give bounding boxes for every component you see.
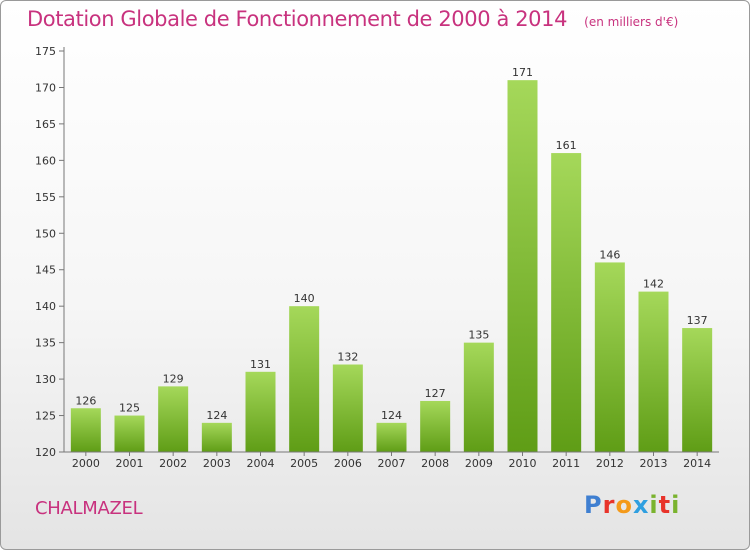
bar-2002 [158, 386, 189, 452]
x-tick-label: 2013 [640, 457, 668, 470]
x-tick-label: 2004 [247, 457, 275, 470]
y-tick-label: 165 [35, 118, 56, 131]
bar-2010 [507, 80, 538, 452]
x-tick-label: 2011 [552, 457, 580, 470]
x-tick-label: 2002 [159, 457, 187, 470]
x-tick-label: 2008 [421, 457, 449, 470]
y-tick-label: 145 [35, 264, 56, 277]
y-tick-label: 120 [35, 446, 56, 459]
bar-value-label: 127 [425, 387, 446, 400]
bar-2000 [70, 408, 101, 452]
bar-value-label: 129 [163, 372, 184, 385]
chart-subtitle: (en milliers d'€) [584, 15, 679, 29]
y-tick-label: 140 [35, 300, 56, 313]
bar-value-label: 140 [294, 292, 315, 305]
x-tick-label: 2007 [378, 457, 406, 470]
bar-value-label: 132 [337, 351, 358, 364]
bar-2014 [682, 328, 713, 452]
bar-value-label: 125 [119, 402, 140, 415]
bar-value-label: 137 [687, 314, 708, 327]
x-tick-label: 2003 [203, 457, 231, 470]
bar-2005 [289, 306, 320, 452]
y-tick-label: 170 [35, 81, 56, 94]
bar-value-label: 124 [206, 409, 227, 422]
bar-2004 [245, 371, 276, 452]
bar-2003 [201, 422, 232, 452]
axes-layer: 2000 2001 2002 2003 2004 2005 2006 2007 2008 2009… [35, 45, 719, 470]
y-tick-label: 125 [35, 410, 56, 423]
x-tick-label: 2006 [334, 457, 362, 470]
bar-value-label: 142 [643, 278, 664, 291]
x-tick-label: 2005 [290, 457, 318, 470]
title-row: Dotation Globale de Fonctionnement de 20… [27, 7, 678, 31]
bar-value-label: 135 [468, 329, 489, 342]
bar-2008 [420, 400, 451, 452]
bar-2007 [376, 422, 407, 452]
bar-2013 [638, 291, 669, 452]
bar-value-label: 171 [512, 66, 533, 79]
chart-title: Dotation Globale de Fonctionnement de 20… [27, 7, 568, 31]
y-tick-label: 175 [35, 45, 56, 58]
bar-2001 [114, 415, 145, 452]
x-tick-label: 2012 [596, 457, 624, 470]
y-tick-label: 160 [35, 154, 56, 167]
y-tick-label: 150 [35, 227, 56, 240]
bars-layer: 126 125 129 124 131 140 132 124 127 135 171 161 146 1… [70, 66, 713, 452]
x-tick-label: 2014 [683, 457, 711, 470]
commune-name: CHALMAZEL [35, 498, 143, 519]
y-tick-label: 135 [35, 337, 56, 350]
y-tick-label: 155 [35, 191, 56, 204]
bar-value-label: 124 [381, 409, 402, 422]
y-tick-label: 130 [35, 373, 56, 386]
bar-2009 [463, 342, 494, 452]
bar-2006 [332, 364, 363, 452]
bar-value-label: 146 [599, 248, 620, 261]
bar-value-label: 126 [75, 394, 96, 407]
x-tick-label: 2001 [116, 457, 144, 470]
bar-value-label: 161 [556, 139, 577, 152]
proxiti-logo: Proxiti [584, 491, 681, 519]
x-tick-label: 2010 [509, 457, 537, 470]
bar-2012 [594, 262, 625, 452]
x-tick-label: 2009 [465, 457, 493, 470]
bar-2011 [551, 153, 582, 452]
x-tick-label: 2000 [72, 457, 100, 470]
bar-value-label: 131 [250, 358, 271, 371]
